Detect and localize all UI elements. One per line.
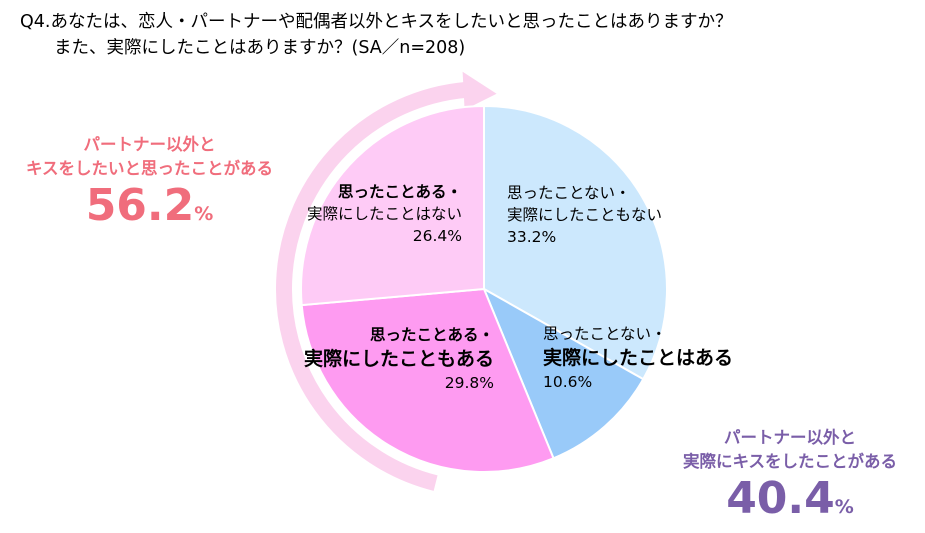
callout-left-line2: キスをしたいと思ったことがある: [25, 159, 273, 178]
callout-left-line1: パートナー以外と: [83, 135, 216, 154]
slice-never-never: [483, 104, 668, 381]
slice-label-value: 33.2%: [507, 228, 557, 246]
callout-left-unit: %: [194, 203, 214, 225]
callout-want-to-kiss: パートナー以外と キスをしたいと思ったことがある 56.2%: [12, 133, 287, 231]
slice-label-value: 29.8%: [444, 374, 494, 392]
slice-wanted-did: [300, 287, 555, 473]
slice-label-never-did: 思ったことない・ 実際にしたことはある 10.6%: [543, 323, 733, 393]
callout-left-value: 56.2: [85, 180, 195, 231]
question-line-1: Q4.あなたは、恋人・パートナーや配偶者以外とキスをしたいと思ったことはあります…: [20, 12, 733, 32]
callout-right-unit: %: [834, 496, 854, 518]
circular-arrow: [276, 81, 468, 491]
callout-right-line2: 実際にキスをしたことがある: [682, 452, 897, 471]
slice-label-line1: 思ったことない・: [507, 184, 631, 202]
question-line-2: また、実際にしたことはありますか？(SA／n=208): [54, 38, 466, 58]
slice-label-line2: 実際にしたこともない: [507, 206, 663, 224]
callout-right-line1: パートナー以外と: [724, 428, 856, 447]
slice-label-line1: 思ったことない・: [543, 325, 667, 343]
slice-label-line1: 思ったことある・: [337, 183, 462, 201]
slice-label-never-never: 思ったことない・ 実際にしたこともない 33.2%: [507, 182, 662, 248]
callout-right-value: 40.4: [726, 473, 835, 524]
slice-wanted-never: [300, 104, 485, 307]
pie-slices: [300, 104, 668, 473]
slice-label-line2: 実際にしたことはある: [543, 347, 734, 369]
slice-label-line2: 実際にしたこともある: [303, 348, 494, 370]
slice-label-value: 10.6%: [543, 373, 593, 391]
callout-actually-kissed: パートナー以外と 実際にキスをしたことがある 40.4%: [660, 426, 920, 524]
slice-label-line1: 思ったことある・: [369, 326, 494, 344]
slice-label-wanted-did: 思ったことある・ 実際にしたこともある 29.8%: [282, 324, 494, 394]
slice-never-did: [481, 286, 645, 460]
slice-label-line2: 実際にしたことはない: [306, 205, 462, 223]
arrow-head: [462, 71, 497, 110]
slice-label-wanted-never: 思ったことある・ 実際にしたことはない 26.4%: [290, 181, 462, 247]
slice-label-value: 26.4%: [412, 227, 462, 245]
